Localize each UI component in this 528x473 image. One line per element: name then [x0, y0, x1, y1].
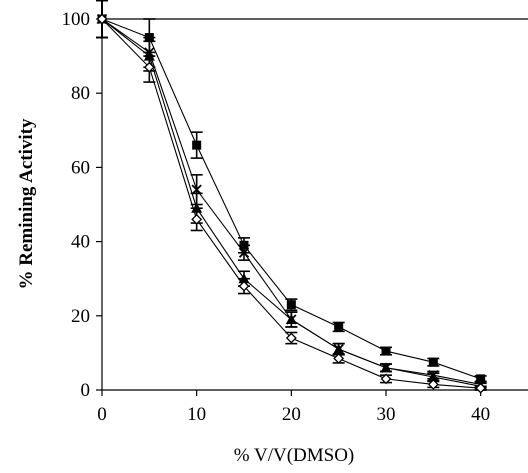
x-tick-label: 10: [187, 404, 206, 425]
y-tick-label: 20: [71, 306, 90, 327]
x-tick-label: 30: [377, 404, 396, 425]
y-tick-label: 100: [62, 9, 91, 30]
data-point-square: [429, 358, 438, 367]
y-tick-label: 80: [71, 83, 90, 104]
y-tick-label: 60: [71, 157, 90, 178]
x-tick-label: 40: [471, 404, 490, 425]
series-line: [102, 19, 481, 384]
series-diamond: [96, 0, 487, 392]
data-point-square: [382, 347, 391, 356]
axes: 0 20 40 60 80 100 0 10 20 30 40: [62, 9, 528, 425]
series-line: [102, 19, 481, 386]
data-point-square: [334, 322, 343, 331]
data-point-square: [287, 300, 296, 309]
y-tick-label: 40: [71, 232, 90, 253]
series-x: [96, 0, 487, 388]
x-tick-label: 20: [282, 404, 301, 425]
y-axis-title: % Remining Activity: [16, 118, 37, 289]
data-point-diamond: [476, 384, 485, 393]
y-tick-label: 0: [81, 380, 91, 401]
series-layer: [96, 0, 487, 392]
x-tick-label: 0: [97, 404, 107, 425]
x-axis-title: % V/V(DMSO): [234, 445, 355, 466]
data-point-square: [192, 141, 201, 150]
